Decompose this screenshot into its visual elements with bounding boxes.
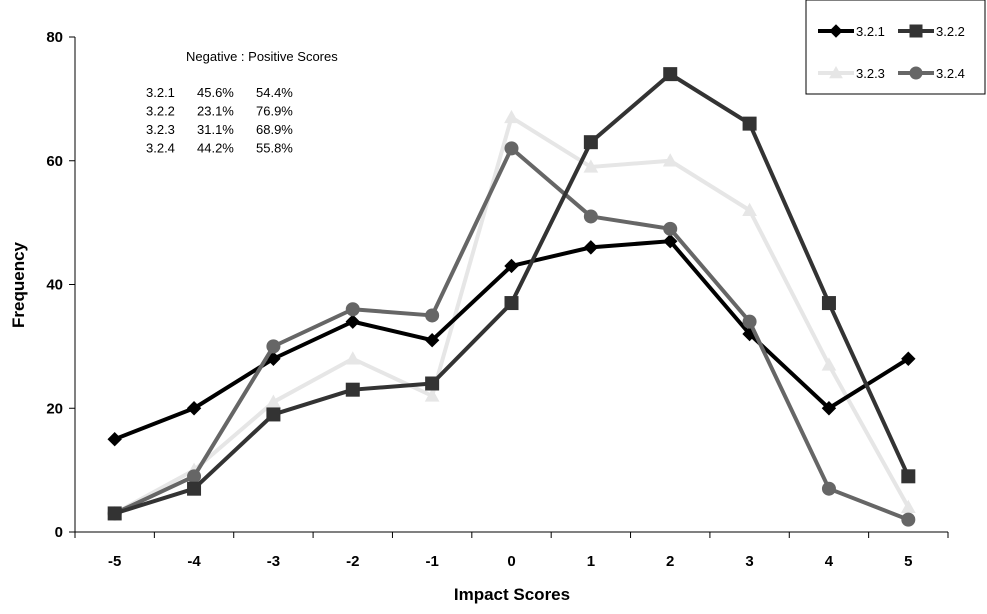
legend: 3.2.1 3.2.2 3.2.3 3.2.4 xyxy=(805,0,986,95)
ticks: 0 20 40 60 80 -5 -4 -3 -2 -1 0 1 2 3 4 5 xyxy=(46,29,949,570)
y-tick-label: 80 xyxy=(46,29,63,46)
annotation-series: 3.2.4 xyxy=(146,141,175,156)
data-point xyxy=(663,67,678,82)
legend-swatch-marker xyxy=(909,24,923,38)
annotation-series: 3.2.2 xyxy=(146,104,175,119)
legend-label: 3.2.1 xyxy=(856,24,885,39)
series-layer xyxy=(107,67,916,527)
data-point xyxy=(266,407,281,422)
annotation-positive: 55.8% xyxy=(256,141,293,156)
data-point xyxy=(742,116,757,131)
data-point xyxy=(266,339,281,354)
legend-swatch-marker xyxy=(909,66,923,80)
x-tick-label: -2 xyxy=(346,553,359,570)
data-point xyxy=(504,258,519,274)
legend-item-3-2-3: 3.2.3 xyxy=(818,65,885,81)
data-point xyxy=(187,481,202,496)
data-point xyxy=(821,296,836,311)
legend-swatch-marker xyxy=(829,65,843,79)
x-tick-label: -5 xyxy=(108,553,121,570)
data-point xyxy=(663,221,678,236)
y-tick-label: 60 xyxy=(46,153,63,170)
annotation-negative: 45.6% xyxy=(197,85,234,100)
x-tick-label: 5 xyxy=(904,553,912,570)
series-3-2-2 xyxy=(107,67,916,521)
x-tick-label: -1 xyxy=(425,553,438,570)
annotation-positive: 76.9% xyxy=(256,104,293,119)
data-point xyxy=(900,499,916,513)
legend-box xyxy=(805,0,986,95)
annotation-heading: Negative : Positive Scores xyxy=(186,49,338,64)
data-point xyxy=(583,159,599,173)
annotation-positive: 54.4% xyxy=(256,85,293,100)
data-point xyxy=(504,109,519,124)
data-point xyxy=(345,314,360,329)
x-tick-label: -3 xyxy=(267,553,280,570)
data-point xyxy=(821,401,837,416)
data-point xyxy=(901,512,916,527)
data-point xyxy=(504,296,519,311)
legend-swatch-marker xyxy=(829,24,843,38)
x-tick-label: 2 xyxy=(666,553,674,570)
legend-item-3-2-2: 3.2.2 xyxy=(898,24,965,39)
x-tick-label: 1 xyxy=(587,553,595,570)
legend-label: 3.2.3 xyxy=(856,66,885,81)
x-tick-label: 4 xyxy=(825,553,834,570)
data-point xyxy=(425,308,440,323)
data-point xyxy=(821,357,837,371)
legend-label: 3.2.4 xyxy=(936,66,965,81)
data-point xyxy=(901,351,916,366)
data-point xyxy=(663,233,678,249)
data-point xyxy=(742,202,757,216)
data-point xyxy=(424,388,440,402)
data-point xyxy=(345,302,360,317)
annotation-negative: 31.1% xyxy=(197,122,234,137)
series-3-2-4 xyxy=(107,141,916,527)
y-axis-title: Frequency xyxy=(9,241,28,328)
data-point xyxy=(107,506,122,521)
annotation-series: 3.2.3 xyxy=(146,122,175,137)
data-point xyxy=(266,394,281,408)
x-axis-title: Impact Scores xyxy=(454,585,570,604)
data-point xyxy=(583,240,599,255)
data-point xyxy=(821,481,836,496)
y-tick-label: 0 xyxy=(55,524,63,541)
data-point xyxy=(425,376,440,391)
series-3-2-1 xyxy=(107,233,916,447)
score-annotation: Negative : Positive Scores 3.2.1 45.6% 54.… xyxy=(146,49,338,156)
x-tick-label: -4 xyxy=(187,553,201,570)
data-point xyxy=(345,382,360,397)
data-point xyxy=(424,332,440,348)
data-point xyxy=(107,431,122,447)
x-tick-label: 3 xyxy=(745,553,753,570)
data-point xyxy=(742,314,757,329)
legend-item-3-2-4: 3.2.4 xyxy=(898,66,965,81)
legend-item-3-2-1: 3.2.1 xyxy=(818,24,885,39)
data-point xyxy=(662,153,678,167)
data-point xyxy=(345,351,361,365)
legend-label: 3.2.2 xyxy=(936,24,965,39)
data-point xyxy=(186,401,202,416)
annotation-negative: 23.1% xyxy=(197,104,234,119)
x-tick-label: 0 xyxy=(507,553,515,570)
annotation-positive: 68.9% xyxy=(256,122,293,137)
series-line xyxy=(113,146,910,522)
data-point xyxy=(504,141,519,156)
annotation-negative: 44.2% xyxy=(197,141,234,156)
data-point xyxy=(583,209,598,224)
data-point xyxy=(901,469,916,484)
y-tick-label: 20 xyxy=(46,400,63,417)
data-point xyxy=(583,135,598,150)
annotation-series: 3.2.1 xyxy=(146,85,175,100)
y-tick-label: 40 xyxy=(46,277,63,294)
data-point xyxy=(187,469,202,484)
